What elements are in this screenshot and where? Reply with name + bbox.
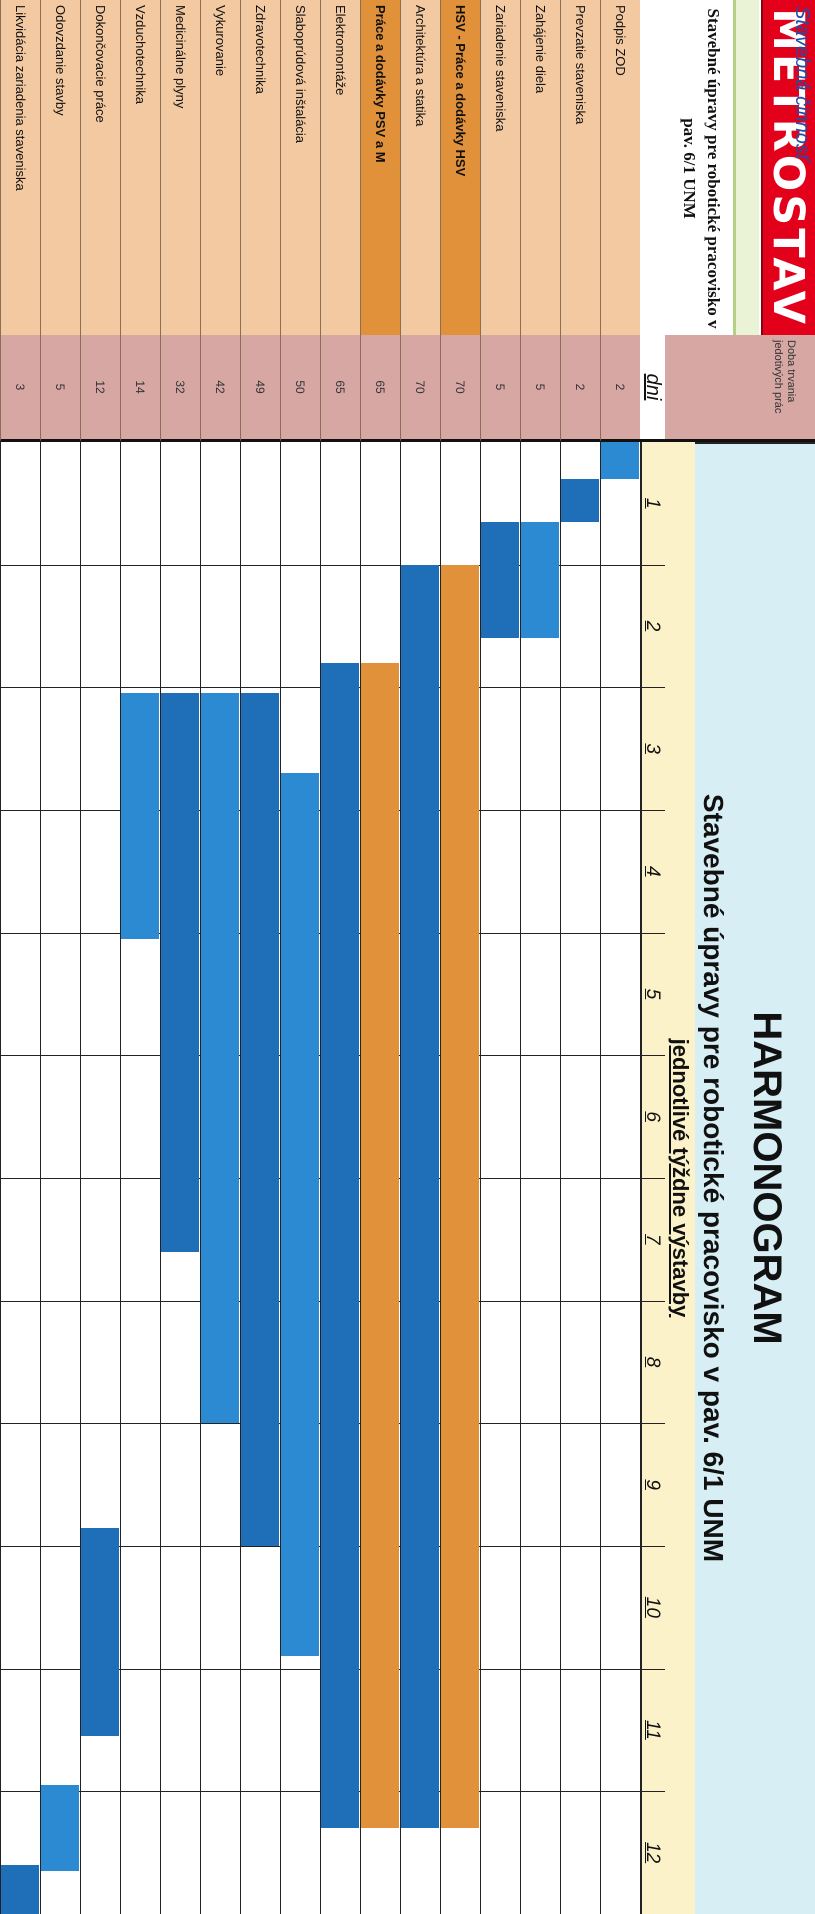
row-gridline bbox=[240, 442, 241, 1914]
duration-unit-label: dni bbox=[642, 373, 664, 401]
task-bar bbox=[481, 521, 519, 639]
activity-label: Vzduchotechnika bbox=[120, 0, 160, 335]
task-bar bbox=[401, 564, 439, 1829]
activity-label: Likvidácia zariadenia staveniska bbox=[0, 0, 40, 335]
duration-value: 3 bbox=[0, 335, 40, 442]
task-bar bbox=[1, 1864, 39, 1914]
duration-value: 14 bbox=[120, 335, 160, 442]
week-label: 8 bbox=[642, 1356, 663, 1368]
duration-value: 32 bbox=[160, 335, 200, 442]
duration-value: 5 bbox=[520, 335, 560, 442]
activity-label: Dokončovacie práce bbox=[80, 0, 120, 335]
row-gridline bbox=[600, 442, 601, 1914]
project-title: Stavebné úpravy pre robotické pracovisko… bbox=[680, 8, 723, 329]
activity-label: Prevzatie staveniska bbox=[560, 0, 600, 335]
task-bar bbox=[241, 693, 279, 1546]
week-label: 5 bbox=[642, 988, 663, 1000]
activity-label: Práce a dodávky PSV a M bbox=[360, 0, 400, 335]
duration-value: 65 bbox=[360, 335, 400, 442]
duration-value: 65 bbox=[320, 335, 360, 442]
task-bar bbox=[121, 693, 159, 939]
row-gridline bbox=[80, 442, 81, 1914]
row-gridline bbox=[440, 442, 441, 1914]
week-label: 2 bbox=[642, 620, 663, 632]
activity-label: Vykurovanie bbox=[200, 0, 240, 335]
duration-value: 5 bbox=[40, 335, 80, 442]
row-gridline bbox=[400, 442, 401, 1914]
logo-subtitle-bar bbox=[733, 0, 759, 335]
duration-value: 12 bbox=[80, 335, 120, 442]
task-bar bbox=[521, 521, 559, 639]
task-bar bbox=[161, 693, 199, 1252]
activity-label: Elektromontáže bbox=[320, 0, 360, 335]
chart-title: HARMONOGRAM bbox=[745, 1011, 789, 1345]
task-bar bbox=[321, 662, 359, 1829]
week-label: 6 bbox=[642, 1111, 663, 1122]
duration-value: 2 bbox=[600, 335, 640, 442]
row-gridline bbox=[200, 442, 201, 1914]
duration-value: 5 bbox=[480, 335, 520, 442]
duration-value: 70 bbox=[400, 335, 440, 442]
row-gridline bbox=[160, 442, 161, 1914]
row-gridline bbox=[280, 442, 281, 1914]
row-gridline bbox=[0, 442, 1, 1914]
task-bar bbox=[361, 662, 399, 1829]
x-axis-label: jednotlivé týždne výstavby bbox=[668, 1038, 693, 1318]
task-bar bbox=[441, 564, 479, 1829]
week-label: 10 bbox=[642, 1596, 663, 1618]
duration-value: 50 bbox=[280, 335, 320, 442]
row-gridline bbox=[560, 442, 561, 1914]
week-label: 1 bbox=[642, 498, 663, 509]
task-bar bbox=[601, 442, 639, 479]
task-bar bbox=[81, 1527, 119, 1737]
duration-header-label: Doba trvania jedotivých prác bbox=[772, 340, 797, 414]
week-gridline bbox=[0, 564, 665, 566]
task-bar bbox=[561, 478, 599, 522]
week-label: 9 bbox=[642, 1479, 663, 1490]
duration-value: 70 bbox=[440, 335, 480, 442]
duration-value: 2 bbox=[560, 335, 600, 442]
row-gridline bbox=[320, 442, 321, 1914]
activity-label: Slaboprúdová inštalácia bbox=[280, 0, 320, 335]
duration-value: 42 bbox=[200, 335, 240, 442]
activity-label: Zdravotechnika bbox=[240, 0, 280, 335]
week-label: 4 bbox=[642, 866, 663, 877]
activity-label: Architektúra a statika bbox=[400, 0, 440, 335]
activity-label: Podpis ZOD bbox=[600, 0, 640, 335]
task-bar bbox=[281, 773, 319, 1657]
row-gridline bbox=[520, 442, 521, 1914]
logo-subtitle: Stavebná činnosť bbox=[791, 6, 813, 161]
activity-label: HSV - Práce a dodávky HSV bbox=[440, 0, 480, 335]
row-gridline bbox=[480, 442, 481, 1914]
week-label: 11 bbox=[642, 1720, 663, 1740]
week-label: 7 bbox=[642, 1234, 663, 1245]
activity-label: Zahájenie diela bbox=[520, 0, 560, 335]
activity-label: Odovzdanie stavby bbox=[40, 0, 80, 335]
activity-label: Zariadenie staveniska bbox=[480, 0, 520, 335]
row-gridline bbox=[360, 442, 361, 1914]
chart-subtitle: Stavebné úpravy pre robotické pracovisko… bbox=[698, 793, 729, 1563]
row-gridline bbox=[40, 442, 41, 1914]
row-gridline bbox=[120, 442, 121, 1914]
week-label: 3 bbox=[642, 743, 663, 754]
activity-label: Medicinálne plyny bbox=[160, 0, 200, 335]
task-bar bbox=[201, 693, 239, 1424]
task-bar bbox=[41, 1785, 79, 1872]
week-label: 12 bbox=[642, 1842, 663, 1864]
duration-value: 49 bbox=[240, 335, 280, 442]
